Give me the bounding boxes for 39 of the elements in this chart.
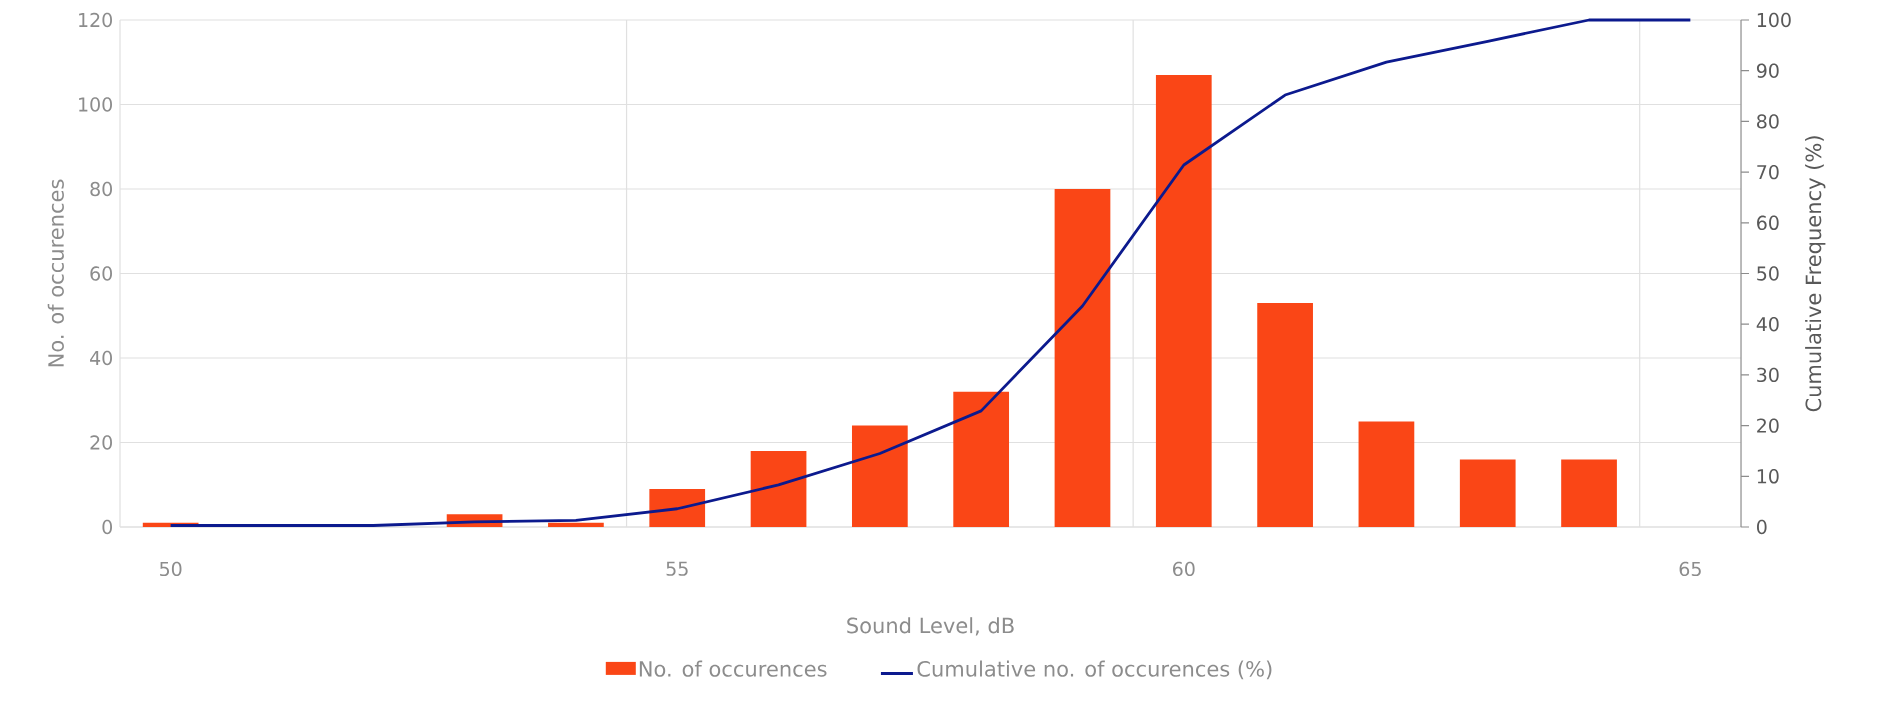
x-tick-label: 60 (1173, 561, 1195, 577)
y-tick-label: 60 (90, 266, 112, 281)
y2-tick-label: 60 (1757, 215, 1779, 230)
y-tick-label: 20 (90, 435, 112, 450)
bar (548, 522, 604, 527)
bar (1257, 303, 1313, 527)
bar (1155, 74, 1212, 527)
y-tick-label: 80 (90, 181, 112, 197)
y2-tick-label: 100 (1757, 12, 1791, 28)
y-tick-label: 100 (79, 97, 112, 112)
y-tick-label: 120 (79, 12, 112, 28)
y-axis-title: No. of occurences (47, 179, 64, 367)
x-axis-title: Sound Level, dB (847, 617, 1014, 636)
bar (1561, 459, 1617, 527)
legend-label: Cumulative no. of occurences (%) (917, 660, 1272, 680)
bar (649, 488, 706, 527)
y2-tick-label: 70 (1757, 164, 1779, 180)
y-tick-label: 0 (102, 519, 112, 535)
x-tick-label: 50 (160, 561, 182, 577)
x-tick-label: 65 (1679, 561, 1701, 577)
y2-tick-label: 80 (1757, 114, 1779, 129)
bar (851, 425, 908, 527)
line-series (169, 18, 1692, 527)
y2-tick-label: 40 (1756, 317, 1779, 332)
bar (750, 450, 807, 527)
x-tick-label: 55 (666, 561, 688, 576)
bar (1054, 188, 1111, 527)
y2-tick-label: 10 (1757, 469, 1779, 484)
bar (1459, 459, 1516, 527)
y2-axis-title: Cumulative Frequency (%) (1805, 136, 1826, 412)
y2-tick-label: 0 (1757, 519, 1767, 535)
y2-tick-label: 20 (1757, 418, 1779, 433)
legend-label: No. of occurences (639, 660, 827, 677)
y2-tick-label: 90 (1756, 63, 1779, 78)
y2-tick-label: 50 (1757, 266, 1779, 281)
y2-tick-label: 30 (1757, 367, 1779, 383)
y-tick-label: 40 (90, 350, 112, 366)
bar (1358, 421, 1415, 527)
bar (953, 391, 1010, 527)
